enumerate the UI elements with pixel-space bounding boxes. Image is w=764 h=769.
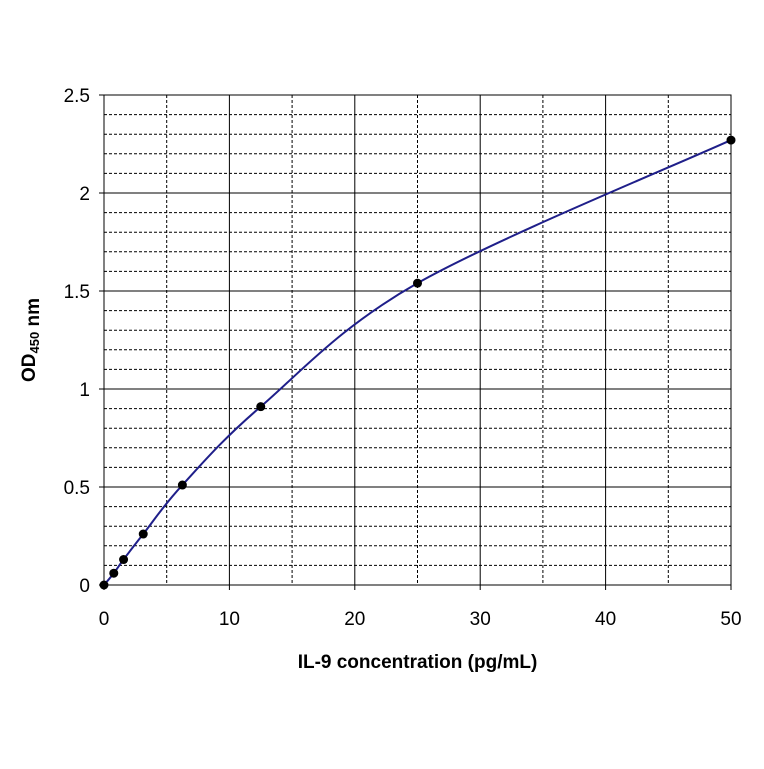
minor-grid [104,95,731,585]
y-tick-label: 1 [79,380,90,401]
data-point [119,555,129,565]
data-point [413,278,422,288]
y-tick-label: 0.5 [64,478,90,499]
data-point [726,135,736,145]
x-tick-label: 30 [470,609,491,630]
data-point [109,568,119,578]
x-tick-label: 40 [595,609,616,630]
series-line [103,139,732,586]
x-axis-title: IL-9 concentration (pg/mL) [298,652,538,673]
y-tick-label: 2 [79,184,90,205]
y-axis-title-main: OD [19,353,40,382]
series-points [99,135,736,590]
y-axis-title: OD450 nm [19,298,44,382]
y-axis-title-subscript: 450 [27,332,42,354]
x-tick-label: 50 [720,609,741,630]
y-axis-title-unit: nm [23,298,44,327]
data-point [256,402,266,412]
y-tick-label: 2.5 [64,86,90,107]
data-point [138,529,148,539]
x-tick-label: 20 [344,609,365,630]
x-axis-ticks: 0 10 20 30 40 50 [99,585,742,630]
axes [103,95,731,586]
y-tick-label: 1.5 [64,282,90,303]
major-grid [104,94,732,585]
data-point [99,580,109,590]
x-tick-label: 0 [99,609,110,630]
y-tick-label: 0 [79,576,90,597]
y-axis-ticks: 0 0.5 1 1.5 2 2.5 [64,86,104,597]
x-tick-label: 10 [219,609,240,630]
data-point [177,480,187,490]
